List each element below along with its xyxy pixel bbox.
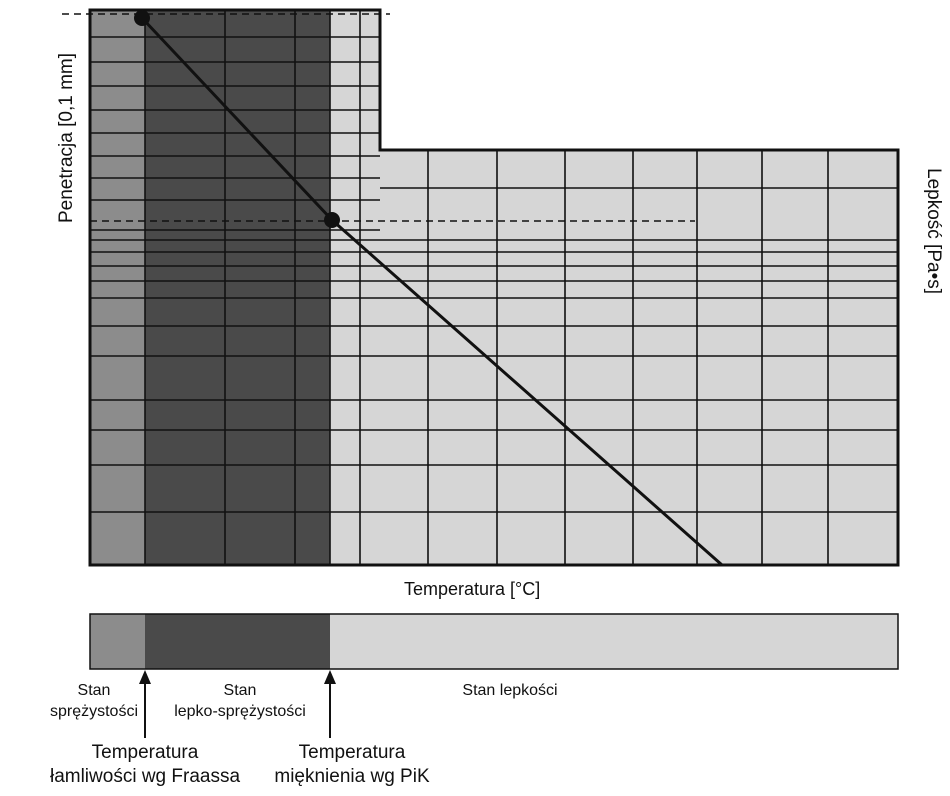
y-axis-label-penetration: Penetracja [0,1 mm]: [56, 52, 77, 224]
grid: [90, 10, 898, 565]
state-band-border: [89, 613, 899, 670]
fraass-point: [134, 10, 150, 26]
viscoelastic-zone-upper: [145, 10, 330, 565]
state-band-viscoelastic: [145, 614, 330, 669]
y-axis-label-viscosity: Lepkość [Pa•s]: [923, 168, 944, 294]
x-axis-label-temperature: Temperatura [°C]: [404, 579, 541, 599]
pik-arrow: [324, 670, 336, 738]
state-label-viscous: Stan lepkości: [462, 682, 558, 699]
state-band-viscous: [330, 614, 898, 669]
fraass-arrow: [139, 670, 151, 738]
fraass-temperature-label: Temperatura łamliwości wg Fraassa: [49, 742, 241, 787]
viscous-zone-right: [380, 150, 898, 565]
state-label-viscoelastic: Stan lepko-sprężystości: [174, 682, 306, 720]
pik-temperature-label: Temperatura mięknienia wg PiK: [274, 742, 430, 787]
chart-border: [88, 8, 900, 567]
state-label-elastic: Stan sprężystości: [49, 682, 139, 720]
viscous-zone-upper-left: [330, 10, 380, 565]
state-band-elastic: [90, 614, 145, 669]
elastic-zone-upper: [90, 10, 145, 565]
pik-point: [324, 212, 340, 228]
